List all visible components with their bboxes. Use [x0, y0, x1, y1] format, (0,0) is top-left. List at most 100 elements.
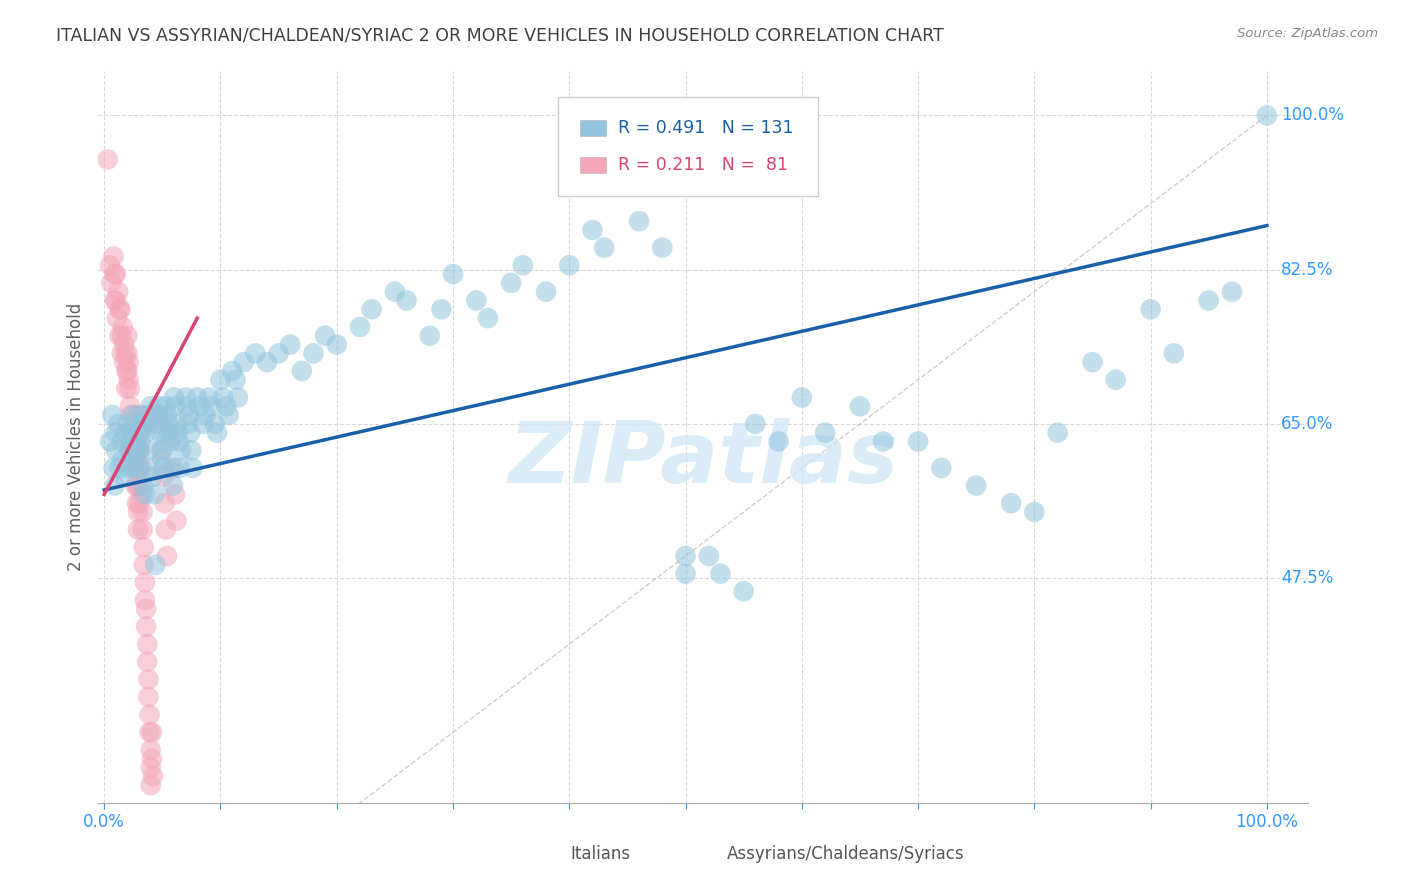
Point — [174, 391, 197, 405]
Point — [558, 258, 581, 272]
Point — [128, 443, 150, 458]
Point — [129, 425, 152, 440]
Point — [104, 293, 127, 308]
Text: 65.0%: 65.0% — [1281, 415, 1333, 433]
Point — [179, 408, 201, 422]
Point — [117, 328, 139, 343]
Point — [768, 434, 790, 449]
Point — [128, 496, 150, 510]
Point — [124, 461, 146, 475]
Point — [814, 425, 837, 440]
Point — [166, 425, 188, 440]
Point — [131, 505, 153, 519]
Point — [132, 540, 155, 554]
Point — [907, 434, 929, 449]
Point — [138, 408, 160, 422]
Point — [104, 478, 127, 492]
Point — [245, 346, 267, 360]
Point — [150, 443, 173, 458]
Point — [205, 425, 228, 440]
Point — [101, 408, 124, 422]
Point — [170, 443, 193, 458]
Point — [141, 725, 163, 739]
Point — [179, 425, 201, 440]
Point — [104, 425, 127, 440]
Point — [165, 514, 187, 528]
Point — [149, 425, 172, 440]
Point — [256, 355, 278, 369]
Point — [118, 461, 141, 475]
Point — [121, 425, 143, 440]
Point — [104, 293, 127, 308]
Text: 47.5%: 47.5% — [1281, 569, 1333, 587]
Point — [104, 443, 127, 458]
Text: R = 0.211   N =  81: R = 0.211 N = 81 — [619, 156, 789, 174]
Point — [131, 417, 153, 431]
Point — [100, 276, 122, 290]
Point — [204, 417, 226, 431]
Point — [200, 399, 222, 413]
Point — [628, 214, 651, 228]
Point — [139, 760, 162, 774]
Point — [790, 391, 813, 405]
Point — [148, 399, 170, 413]
Point — [225, 373, 247, 387]
Point — [135, 619, 157, 633]
Point — [177, 417, 200, 431]
Point — [141, 461, 163, 475]
Point — [131, 408, 153, 422]
Point — [121, 425, 143, 440]
Point — [145, 558, 167, 572]
Point — [180, 443, 202, 458]
Point — [131, 523, 153, 537]
Point — [581, 223, 603, 237]
Point — [128, 425, 150, 440]
Point — [128, 461, 150, 475]
Point — [218, 408, 240, 422]
Point — [121, 443, 143, 458]
Point — [135, 425, 157, 440]
Point — [117, 364, 139, 378]
Point — [138, 673, 160, 687]
Point — [108, 302, 131, 317]
Point — [931, 461, 953, 475]
Point — [965, 478, 987, 492]
Point — [349, 320, 371, 334]
Point — [157, 425, 180, 440]
Point — [108, 328, 131, 343]
Point — [534, 285, 557, 299]
Bar — [690, 843, 717, 865]
Point — [159, 434, 181, 449]
Point — [1256, 108, 1278, 122]
Point — [146, 408, 169, 422]
Point — [1220, 285, 1243, 299]
Point — [675, 566, 697, 581]
Point — [430, 302, 453, 317]
Point — [501, 276, 523, 290]
Point — [104, 267, 127, 281]
Text: Italians: Italians — [569, 845, 630, 863]
Point — [395, 293, 418, 308]
Point — [124, 478, 146, 492]
Point — [384, 285, 406, 299]
Point — [709, 566, 731, 581]
Point — [111, 434, 134, 449]
Text: ZIPatlas: ZIPatlas — [508, 417, 898, 500]
Point — [97, 153, 120, 167]
Point — [139, 778, 162, 792]
Point — [138, 707, 160, 722]
Point — [142, 769, 165, 783]
Bar — [579, 157, 606, 173]
Point — [181, 461, 204, 475]
Point — [115, 382, 138, 396]
Point — [165, 487, 187, 501]
Point — [124, 461, 146, 475]
Text: Source: ZipAtlas.com: Source: ZipAtlas.com — [1237, 27, 1378, 40]
Point — [115, 364, 138, 378]
Point — [232, 355, 254, 369]
Point — [142, 469, 165, 483]
Point — [136, 655, 159, 669]
Point — [111, 328, 134, 343]
Point — [302, 346, 325, 360]
Point — [156, 408, 179, 422]
